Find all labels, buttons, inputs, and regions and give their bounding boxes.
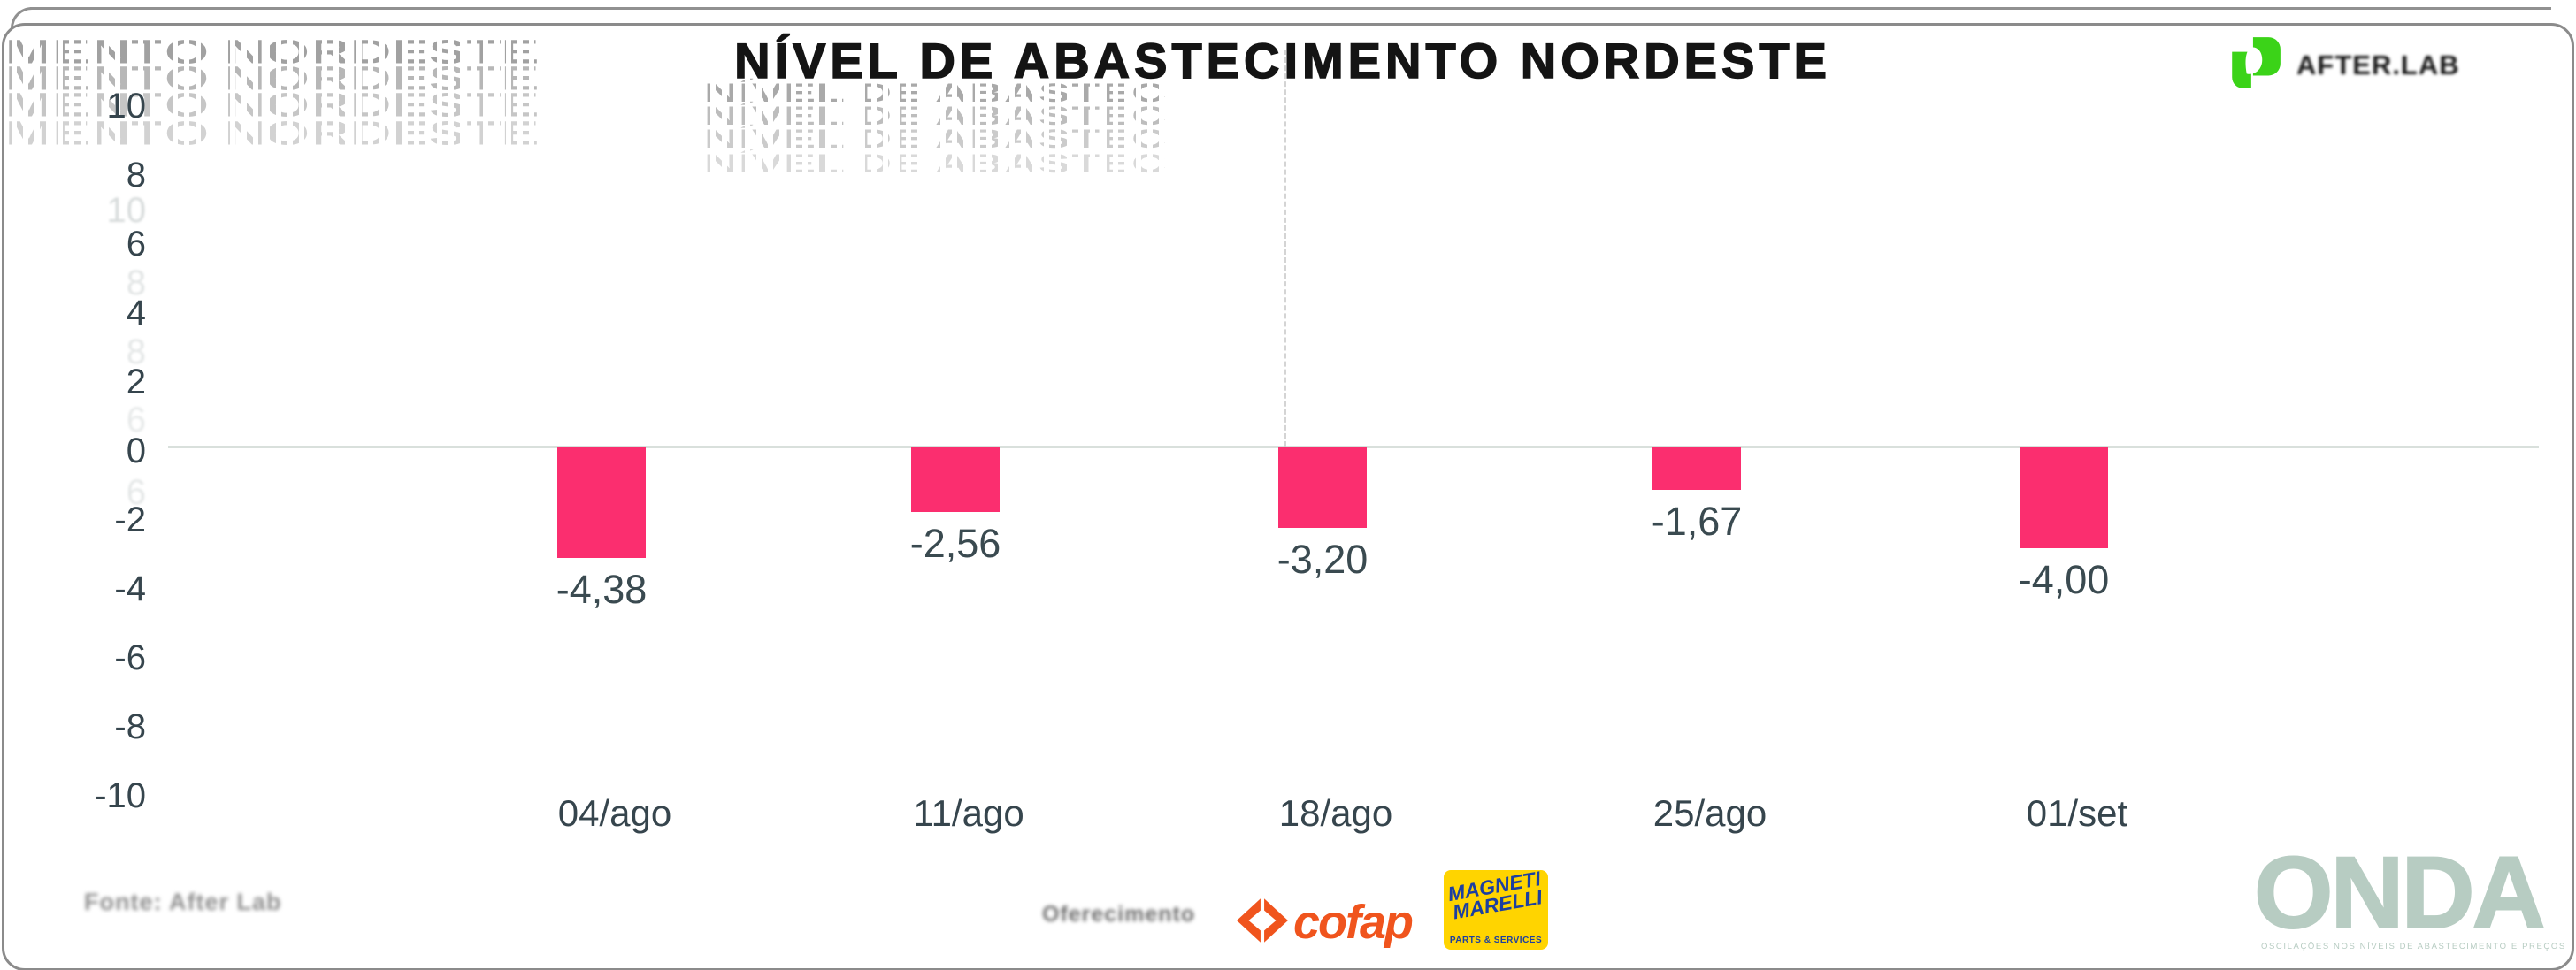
chart-title: NÍVEL DE ABASTECIMENTO NORDESTE (733, 32, 1831, 89)
bar-value-label: -3,20 (1276, 537, 1368, 582)
afterlab-icon (2226, 34, 2284, 96)
ghost-tick-label: 6 (126, 401, 146, 439)
bar[interactable] (2020, 447, 2108, 548)
x-tick-label: 18/ago (1278, 792, 1393, 834)
ghost-tick-label: 10 (106, 191, 147, 230)
x-tick-label: 04/ago (557, 792, 672, 834)
x-tick-label: 11/ago (913, 792, 1024, 834)
ghost-text-row: MENTO NORDESTE (5, 85, 540, 124)
bar[interactable] (1652, 447, 1741, 490)
y-tick-label: 10 (106, 87, 147, 126)
y-tick-label: -6 (114, 638, 146, 677)
cofap-icon (1235, 896, 1290, 950)
y-tick-label: -2 (114, 500, 146, 539)
bar-value-label: -4,38 (556, 567, 648, 612)
ghost-tick-label: 8 (126, 332, 146, 371)
y-tick-label: -10 (95, 776, 146, 815)
ghost-title-echo: NÍVEL DE ABASTEC NÍVEL DE ABASTEC NÍVEL DE… (704, 78, 1284, 184)
y-tick-label: 2 (126, 363, 146, 401)
ghost-tick-label: 6 (126, 473, 146, 512)
ghost-tick-label: 8 (126, 264, 146, 302)
cofap-wordmark: cofap (1293, 896, 1414, 949)
ghost-text-row: NÍVEL DE ABASTEC (704, 101, 1167, 131)
bar[interactable] (1278, 447, 1367, 528)
bar-value-label: -2,56 (909, 521, 1001, 566)
y-tick-label: -8 (114, 707, 146, 746)
y-tick-label: 6 (126, 225, 146, 264)
ghost-card-edge (30, 7, 2551, 10)
cofap-logo: cofap (1235, 895, 1414, 950)
y-tick-label: 0 (126, 432, 146, 470)
y-tick-label: 8 (126, 156, 146, 195)
x-tick-label: 25/ago (1652, 792, 1767, 834)
dashed-guideline (1284, 50, 1286, 447)
bar[interactable] (911, 447, 1000, 512)
zero-gridline (168, 446, 2539, 448)
afterlab-wordmark: AFTER.LAB (2296, 49, 2460, 80)
y-tick-label: 4 (126, 294, 146, 332)
ghost-text-row: NÍVEL DE ABASTEC (704, 149, 1167, 179)
x-tick-label: 01/set (2026, 792, 2128, 834)
bar-value-label: -4,00 (2018, 557, 2110, 602)
bar[interactable] (557, 447, 646, 558)
ghost-text-row: MENTO NORDESTE (5, 32, 540, 71)
ghost-text-row: NÍVEL DE ABASTEC (704, 78, 1167, 108)
ghost-text-row: MENTO NORDESTE (5, 113, 540, 152)
magneti-marelli-logo: MAGNETI MARELLI PARTS & SERVICES (1444, 870, 1548, 950)
onda-logo: ONDA OSCILAÇÕES NOS NÍVEIS DE ABASTECIME… (2253, 836, 2566, 952)
onda-tagline: OSCILAÇÕES NOS NÍVEIS DE ABASTECIMENTO E… (2261, 942, 2566, 951)
bar-value-label: -1,67 (1651, 499, 1743, 544)
y-tick-label: -4 (114, 569, 146, 608)
magneti-marelli-tagline: PARTS & SERVICES (1449, 936, 1543, 945)
afterlab-logo: AFTER.LAB (2226, 34, 2460, 96)
source-note: Fonte: After Lab (84, 889, 282, 915)
ghost-text-row: NÍVEL DE ABASTEC (704, 124, 1167, 154)
ghost-text-row: MENTO NORDESTE (5, 58, 540, 97)
ghost-title-left: MENTO NORDESTE MENTO NORDESTE MENTO NORDES… (5, 32, 579, 156)
onda-wordmark: ONDA (2253, 836, 2547, 950)
sponsor-label: Oferecimento (1042, 902, 1196, 927)
magneti-marelli-wordmark: MAGNETI MARELLI (1445, 870, 1545, 924)
